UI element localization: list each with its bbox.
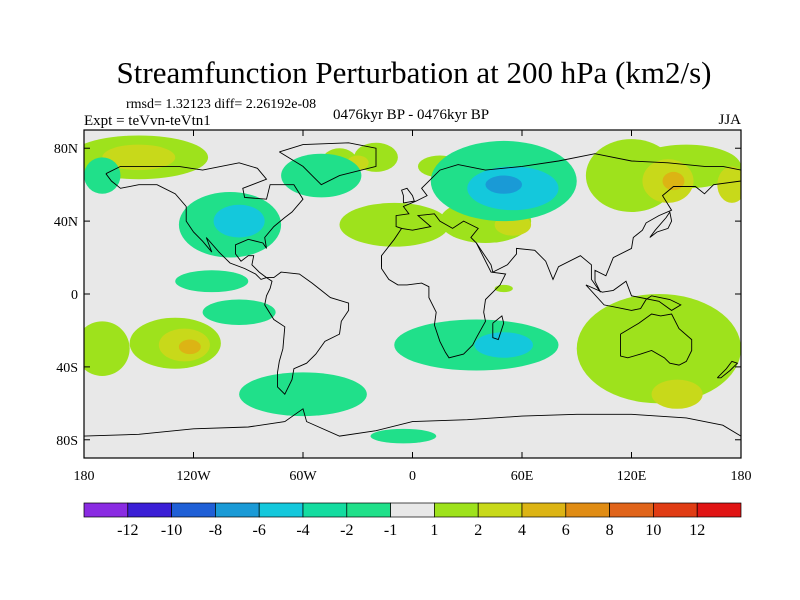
xtick-label: 180 [74,469,95,484]
field-region-0-9 [576,294,741,404]
colorbar-swatch [127,502,172,518]
xtick-label: 120E [617,469,647,484]
field-region-0-4 [339,202,449,247]
ytick-label: 40S [56,361,78,376]
colorbar-swatch [83,502,129,518]
field-region-0-11 [494,284,513,293]
colorbar-label: -2 [340,522,353,539]
coastline-greenland [279,142,377,186]
coastline-uk [401,187,415,204]
axis-ticks: 180 120W 60W 0 60E 120E 180 80N 40N 0 40S 80S [54,130,752,484]
xtick-label: 60E [511,469,534,484]
colorbar-swatch [653,502,698,518]
season-label: JJA [718,112,741,128]
colorbar-label: 4 [518,522,526,539]
ytick-label: 40N [54,215,78,230]
colorbar-swatch [609,502,654,518]
field-region-4-0 [213,204,265,238]
ytick-label: 80N [54,142,78,157]
colorbar-swatch [171,502,216,518]
period-label: 0476kyr BP - 0476kyr BP [333,107,489,123]
colorbar-label: 10 [645,522,661,539]
colorbar-label: 8 [606,522,614,539]
colorbar-swatch [477,502,523,518]
stats-label: rmsd= 1.32123 diff= 2.26192e-08 [126,97,316,112]
colorbar-swatch [434,502,479,518]
field-region-2-0 [178,339,201,355]
xtick-label: 120W [176,469,211,484]
colorbar-label: 2 [474,522,482,539]
coastline-indonesia [585,280,682,311]
field-region-1-0 [102,144,176,171]
xtick-label: 180 [731,469,752,484]
experiment-label: Expt = teVvn-teVtn1 [84,113,211,129]
field-region-2-1 [662,171,685,191]
field-region-3-3 [175,270,249,293]
colorbar-label: -8 [209,522,222,539]
colorbar-swatch [346,502,391,518]
coastline-north-america [105,162,304,280]
ytick-label: 80S [56,434,78,449]
colorbar-label: -6 [253,522,266,539]
colorbar-label: -10 [161,522,182,539]
perturbation-fields [84,135,741,444]
colorbar: -12 -10 -8 -6 -4 -2 -1 1 2 4 6 8 10 12 [83,502,742,539]
field-region-4-2 [474,332,533,358]
field-region-3-8 [84,157,121,194]
colorbar-swatch [696,502,742,518]
colorbar-swatch [521,502,567,518]
field-region-3-4 [202,299,276,325]
field-region-3-6 [239,372,367,417]
coastline-africa-south [381,242,507,359]
ytick-label: 0 [71,288,78,303]
colorbar-swatch [258,502,304,518]
field-region-3-7 [370,428,437,444]
coastline-antarctica [84,408,741,437]
map-panel: 180 120W 60W 0 60E 120E 180 80N 40N 0 40S 80S [54,129,752,484]
colorbar-label: -12 [117,522,138,539]
colorbar-swatch [302,502,348,518]
field-region-1-6 [651,379,703,409]
colorbar-swatch [215,502,260,518]
coastline-new-zealand [716,360,739,379]
coastline-madagascar [492,315,505,341]
colorbar-label: -1 [384,522,397,539]
colorbar-label: 1 [430,522,438,539]
colorbar-swatch [390,502,435,518]
coastline-japan [649,210,673,238]
coastlines [84,142,741,437]
field-region-0-10 [84,321,130,376]
coastline-australia [620,313,693,366]
colorbar-label: 6 [562,522,570,539]
colorbar-label: -4 [296,522,309,539]
field-region-3-0 [281,153,362,198]
field-region-5-0 [485,175,522,194]
figure-title: Streamfunction Perturbation at 200 hPa (… [117,55,712,90]
coastline-africa-eurasia [381,153,741,293]
xtick-label: 0 [409,469,416,484]
coastline-south-america [264,271,350,395]
colorbar-label: 12 [689,522,705,539]
xtick-label: 60W [289,469,317,484]
field-region-1-3 [717,166,741,203]
colorbar-swatch [565,502,610,518]
